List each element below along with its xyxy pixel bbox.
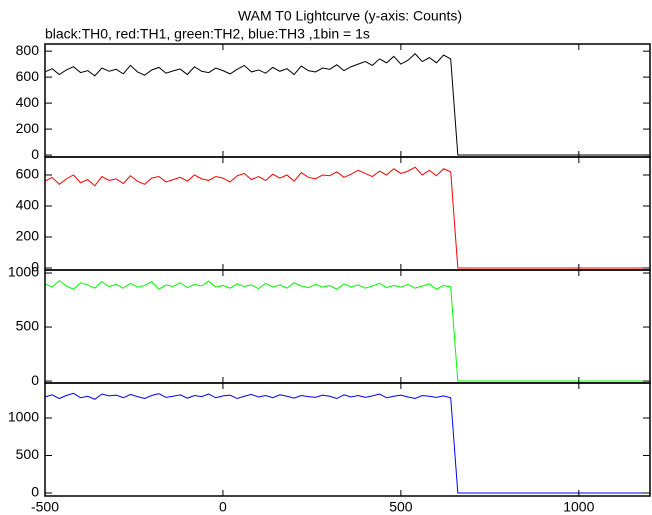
panel-frame [44, 382, 651, 497]
y-tick-label: 500 [16, 318, 40, 334]
panel-frame [44, 43, 651, 158]
chart-subtitle: black:TH0, red:TH1, green:TH2, blue:TH3 … [45, 26, 370, 42]
panel-frame [44, 156, 651, 271]
x-tick-label: -500 [31, 499, 59, 515]
x-tick-label: 500 [389, 499, 413, 515]
y-tick-label: 0 [31, 259, 39, 275]
y-tick-label: 0 [31, 372, 39, 388]
x-tick-label: 1000 [563, 499, 594, 515]
panel-frame [44, 269, 651, 384]
y-tick-label: 1000 [8, 264, 39, 280]
y-tick-label: 500 [16, 446, 40, 462]
y-tick-label: 400 [16, 94, 40, 110]
chart-title: WAM T0 Lightcurve (y-axis: Counts) [238, 8, 462, 24]
y-tick-label: 200 [16, 120, 40, 136]
y-tick-label: 1000 [8, 409, 39, 425]
x-tick-label: 0 [219, 499, 227, 515]
y-tick-label: 600 [16, 68, 40, 84]
lightcurve [44, 53, 650, 156]
y-tick-label: 0 [31, 146, 39, 162]
lightcurve [44, 392, 650, 494]
lightcurve [44, 279, 650, 382]
y-tick-label: 600 [16, 166, 40, 182]
y-tick-label: 0 [31, 484, 39, 500]
y-tick-label: 200 [16, 228, 40, 244]
y-tick-label: 400 [16, 197, 40, 213]
y-tick-label: 800 [16, 42, 40, 58]
lightcurve [44, 166, 650, 269]
